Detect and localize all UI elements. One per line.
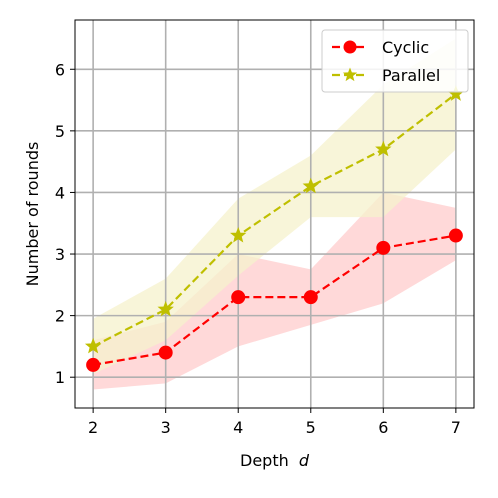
series-markers [84,85,465,372]
line-parallel [92,93,457,348]
point-cyclic-5 [303,290,318,305]
x-tick-label-6: 6 [378,418,388,437]
point-cyclic-2 [86,357,101,372]
confidence-bands [93,38,456,390]
x-tick-label-2: 2 [88,418,98,437]
plot-frame [74,19,475,409]
x-tick-label-7: 7 [451,418,461,437]
x-tick-label-5: 5 [306,418,316,437]
legend-label-cyclic: Cyclic [382,38,429,57]
point-parallel-4 [230,226,247,243]
point-parallel-3 [157,300,174,317]
x-axis-label: Depth d [240,451,310,470]
band-cyclic [93,192,456,390]
point-parallel-2 [84,337,102,354]
x-axis-label-variable: d [299,451,310,470]
y-tick-label-4: 4 [55,183,65,202]
y-axis-label: Number of rounds [23,142,42,287]
legend-marker-cyclic [343,40,357,54]
y-tick-label-6: 6 [55,60,65,79]
legend: Cyclic Parallel [321,29,469,93]
y-tick-label-2: 2 [55,307,65,326]
legend-label-parallel: Parallel [382,66,440,85]
point-parallel-5 [302,177,319,194]
line-cyclic [92,234,457,366]
axis-ticks: 2 3 4 5 6 7 1 2 3 4 5 6 [55,60,461,437]
point-cyclic-6 [376,240,391,255]
x-tick-label-4: 4 [233,418,243,437]
y-tick-label-3: 3 [55,245,65,264]
y-tick-label-5: 5 [55,122,65,141]
point-cyclic-7 [448,228,463,243]
point-cyclic-3 [158,345,173,360]
series-lines [92,93,457,366]
point-cyclic-4 [231,290,246,305]
y-tick-label-1: 1 [55,368,65,387]
legend-box [321,29,469,93]
x-tick-label-3: 3 [161,418,171,437]
legend-marker-parallel [342,67,358,82]
point-parallel-6 [375,140,392,157]
band-parallel [93,38,456,375]
x-axis-label-text: Depth [240,451,289,470]
